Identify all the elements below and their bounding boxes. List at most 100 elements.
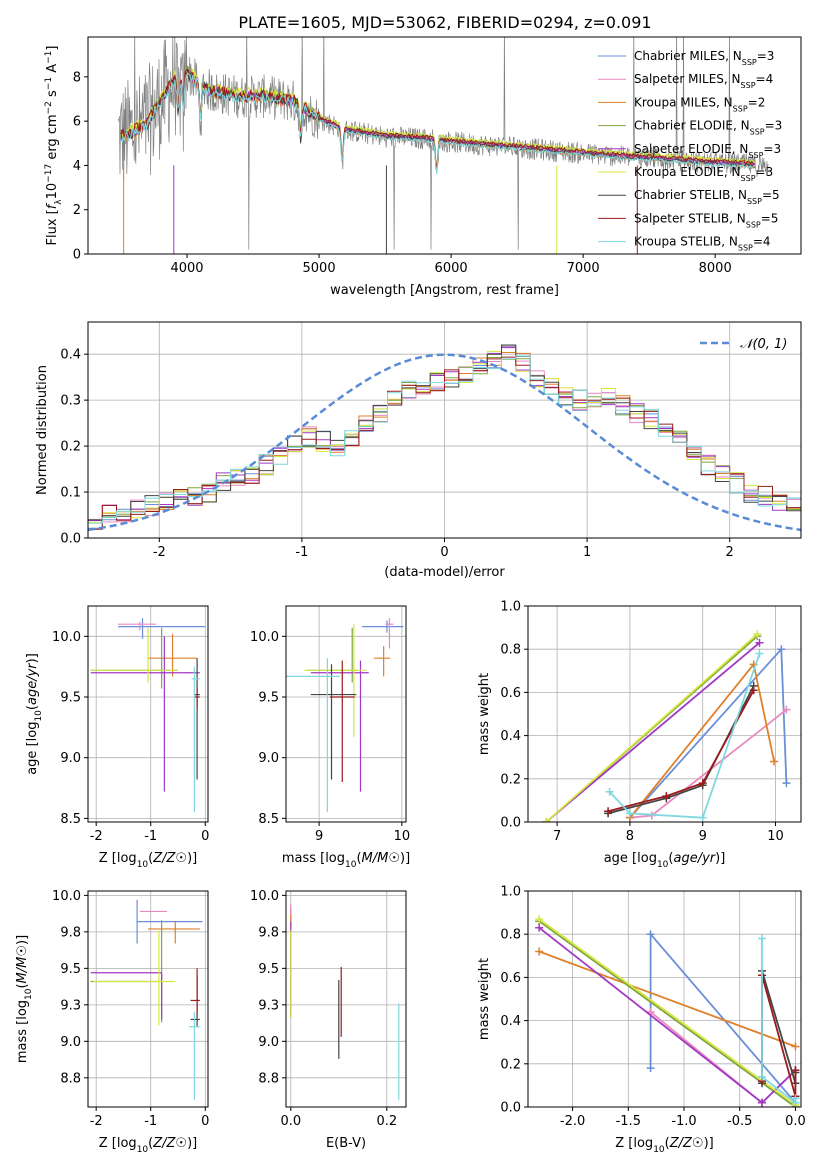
label-part: age [log: [604, 851, 657, 866]
legend-label-main: Salpeter ELODIE, N: [634, 142, 748, 156]
residuals-panel: -2 -1 0 1 2 0.0 0.1 0.2 0.3 0.4 (data-model)/error…: [35, 321, 802, 580]
legend-label: Kroupa ELODIE, NSSP=3: [634, 165, 773, 183]
label-part: −2: [44, 101, 54, 114]
legend-label-sub: SSP: [742, 58, 757, 67]
label-part: (: [665, 1136, 670, 1151]
weight-marker-3: [535, 947, 544, 956]
label-part: )]: [715, 851, 725, 866]
y-axis-label: Normed distribution: [35, 365, 50, 495]
x-tick-label: 7000: [567, 261, 600, 276]
y-tick-label: 0.6: [500, 971, 521, 986]
y-tick-label: 0.0: [60, 532, 81, 547]
weight-marker-5: [758, 1098, 766, 1107]
x-tick-label: -2.0: [560, 1114, 585, 1129]
weight-marker-9: [758, 1072, 766, 1081]
label-part: 10: [137, 860, 149, 870]
axes-frame: [527, 605, 802, 823]
y-tick-label: 9.5: [60, 691, 81, 706]
y-tick-label: 8.8: [60, 1071, 81, 1086]
label-part: (: [356, 851, 361, 866]
legend-label-tail: =3: [757, 49, 775, 63]
spectrum-panel: 4000 5000 6000 7000 8000 0 2 4 6 8 wavelength [Ang…: [44, 36, 802, 298]
label-part: λ: [54, 199, 64, 205]
legend-label-main: Salpeter STELIB, N: [634, 211, 746, 225]
x-tick-label: 10: [767, 829, 784, 844]
y-tick-label: 9.0: [60, 751, 81, 766]
x-tick-label: 0: [201, 829, 209, 844]
label-part: mass [log: [15, 1000, 30, 1063]
y-tick-label: 9.0: [258, 751, 279, 766]
y-tick-label: 0.0: [500, 816, 521, 831]
age-vs-metallicity-panel: -2 -1 08.59.09.510.0Z [log10(Z/Z☉)]age [lo…: [25, 605, 209, 870]
x-tick-label: -2: [153, 545, 166, 560]
x-tick-label: 7: [553, 829, 561, 844]
y-tick-label: 0.8: [500, 928, 521, 943]
legend-label: Chabrier STELIB, NSSP=5: [634, 188, 780, 206]
x-tick-label: 9: [699, 829, 707, 844]
x-tick-label: 0.2: [376, 1114, 397, 1129]
axes-frame: [87, 605, 209, 823]
weight-marker-8: [662, 792, 671, 801]
label-part: erg cm: [45, 114, 60, 163]
weight-line-3: [538, 950, 796, 1048]
weight-marker-1: [782, 779, 791, 788]
label-part: age [log: [25, 722, 40, 775]
model-line-9: [120, 71, 755, 175]
weight-marker-8: [749, 686, 758, 695]
x-tick-label: -1.5: [616, 1114, 641, 1129]
x-axis-label: age [log10(age/yr)]: [604, 851, 726, 870]
x-tick-label: 0.0: [785, 1114, 806, 1129]
axes-frame: [87, 36, 802, 255]
y-axis-label: age [log10(age/yr)]: [25, 653, 44, 775]
label-part: )]: [400, 851, 410, 866]
x-axis-label: wavelength [Angstrom, rest frame]: [330, 283, 559, 298]
axes: 9 10 8.5 9.0 9.5 10.0: [250, 630, 410, 844]
legend-label-sub: SSP: [733, 104, 748, 113]
label-part: (: [668, 851, 673, 866]
plot-area: [90, 618, 206, 813]
weight-marker-9: [605, 787, 614, 796]
axes: -2 -1 0 8.5 9.0 9.5 10.0: [52, 630, 209, 844]
x-axis-label: (data-model)/error: [384, 565, 505, 580]
label-part: 10: [137, 1145, 149, 1155]
x-tick-label: 8000: [699, 261, 732, 276]
weight-marker-6: [753, 630, 762, 639]
axes: -2.0 -1.5 -1.0 -0.5 0.0 0.0 0.2 0.4 0.6 0.8 1.0: [500, 885, 805, 1130]
weight-marker-6: [542, 818, 551, 822]
y-axis-label: mass weight: [477, 673, 492, 755]
label-part: Flux [: [45, 209, 60, 245]
legend-label: Chabrier ELODIE, NSSP=3: [634, 119, 782, 137]
legend-label: Kroupa STELIB, NSSP=4: [634, 235, 771, 253]
y-tick-label: 10.0: [52, 630, 81, 645]
plot-area: [118, 37, 769, 254]
legend-label-sub: SSP: [748, 150, 763, 159]
legend-label-tail: =3: [763, 142, 781, 156]
label-part: )]: [704, 1136, 714, 1151]
y-tick-label: 0.4: [500, 729, 521, 744]
label-part: A: [45, 64, 60, 77]
weight-marker-1: [646, 930, 655, 939]
y-tick-label: 1.0: [500, 885, 521, 900]
weight-marker-9: [755, 649, 764, 658]
y-tick-label: 8.8: [258, 1071, 279, 1086]
plot-area: [90, 899, 203, 1100]
y-tick-label: 4: [73, 159, 81, 174]
y-tick-label: 0.0: [500, 1101, 521, 1116]
axes: 7 8 9 10 0.0 0.2 0.4 0.6 0.8 1.0: [500, 600, 783, 845]
plot-area: [535, 915, 800, 1107]
weight-line-6: [545, 633, 758, 822]
weight-marker-1: [777, 645, 786, 654]
x-tick-label: 1: [583, 545, 591, 560]
legend-label-main: Kroupa ELODIE, N: [634, 165, 741, 179]
legend-label: Kroupa MILES, NSSP=2: [634, 95, 765, 113]
legend-label-main: Chabrier ELODIE, N: [634, 119, 750, 133]
y-tick-label: 8: [73, 70, 81, 85]
y-tick-label: 9.5: [60, 962, 81, 977]
label-part: 10: [45, 183, 60, 200]
x-tick-label: -1.0: [671, 1114, 696, 1129]
legend-label-tail: =2: [748, 95, 766, 109]
y-axis-label: mass [log10(M/M☉)]: [15, 935, 34, 1063]
legend-label-main: Kroupa STELIB, N: [634, 235, 738, 249]
y-tick-label: 8.5: [60, 812, 81, 827]
